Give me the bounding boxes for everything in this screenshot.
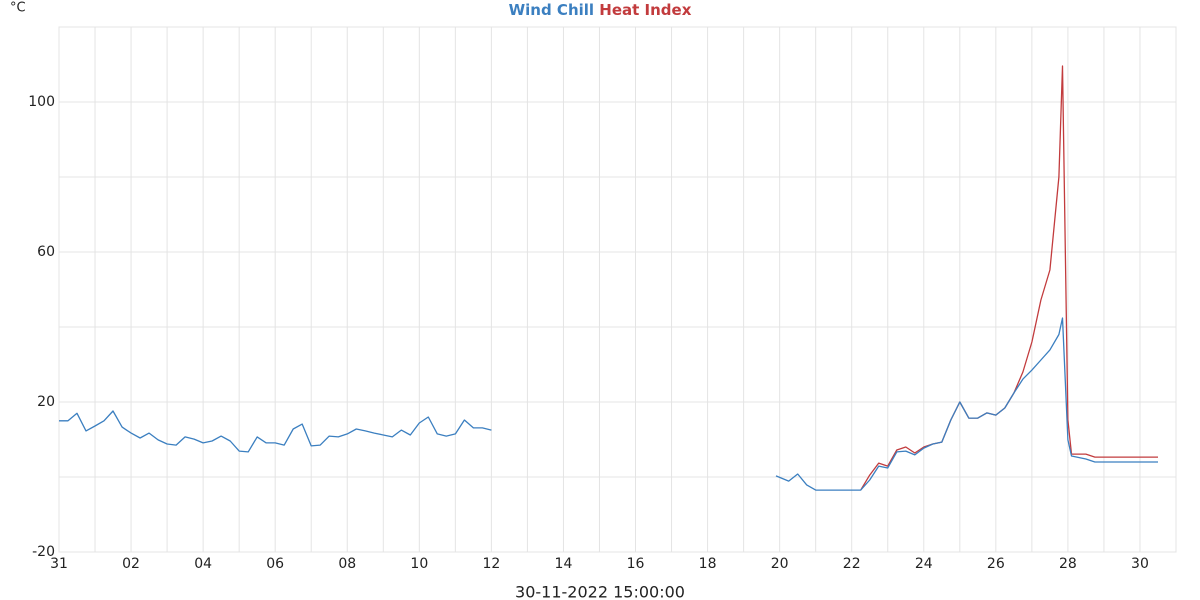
x-tick-label: 18 xyxy=(699,556,717,572)
x-tick-label: 24 xyxy=(915,556,933,572)
series-line xyxy=(59,317,1158,491)
x-tick-label: 30 xyxy=(1131,556,1149,572)
plot-frame xyxy=(58,26,1177,553)
x-tick-label: 10 xyxy=(410,556,428,572)
y-tick-label: 60 xyxy=(37,244,55,260)
y-tick-label: -20 xyxy=(32,544,55,560)
x-tick-label: 04 xyxy=(194,556,212,572)
legend: Wind Chill Heat Index xyxy=(509,1,692,19)
legend-entry: Wind Chill xyxy=(509,1,594,19)
y-tick-label: 20 xyxy=(37,394,55,410)
x-tick-label: 02 xyxy=(122,556,140,572)
x-axis-title: 30-11-2022 15:00:00 xyxy=(515,583,685,600)
x-tick-label: 16 xyxy=(627,556,645,572)
x-tick-label: 31 xyxy=(50,556,68,572)
x-tick-label: 26 xyxy=(987,556,1005,572)
y-tick-label: 100 xyxy=(28,94,55,110)
x-tick-label: 06 xyxy=(266,556,284,572)
x-tick-label: 22 xyxy=(843,556,861,572)
x-tick-label: 12 xyxy=(482,556,500,572)
legend-entry: Heat Index xyxy=(599,1,691,19)
x-tick-label: 28 xyxy=(1059,556,1077,572)
x-tick-label: 14 xyxy=(555,556,573,572)
grid xyxy=(58,26,1177,553)
y-axis-unit: °C xyxy=(10,1,26,16)
series-line xyxy=(860,65,1158,491)
x-tick-label: 20 xyxy=(771,556,789,572)
x-tick-label: 08 xyxy=(338,556,356,572)
